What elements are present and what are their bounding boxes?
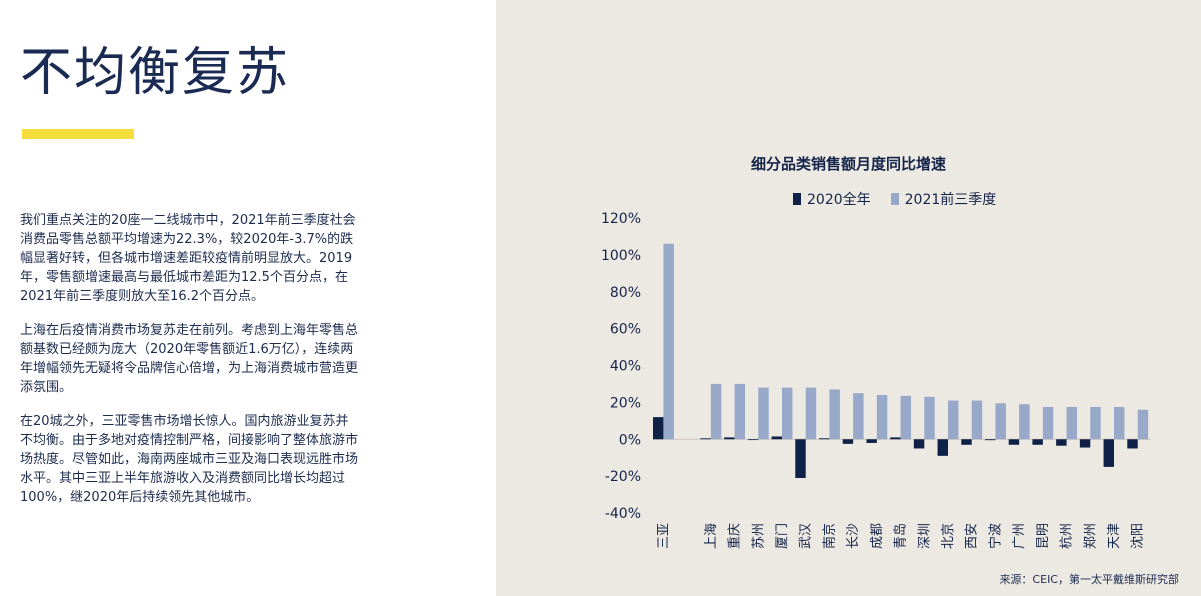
bar-2021-4 (782, 387, 793, 440)
y-tick-label: 80% (610, 285, 641, 301)
legend-swatch-2020 (793, 193, 801, 205)
bar-2021-14 (1019, 404, 1030, 440)
legend-item-2020: 2020全年 (793, 189, 871, 209)
x-tick-label: 沈阳 (1131, 523, 1146, 549)
page-title: 不均衡复苏 (20, 43, 291, 103)
x-tick-label: 郑州 (1083, 523, 1098, 549)
y-tick-label: 20% (610, 395, 641, 411)
y-tick-label: 40% (610, 359, 641, 375)
bar-2021-16 (1066, 406, 1078, 440)
x-tick-label: 上海 (704, 523, 719, 549)
bar-2021-8 (876, 395, 888, 440)
y-tick-label: -20% (605, 469, 641, 485)
bar-2021-1 (710, 383, 722, 440)
bar-2020-4 (771, 436, 783, 440)
x-tick-label: 青岛 (893, 523, 909, 549)
paragraph: 我们重点关注的20座一二线城市中，2021年前三季度社会消费品零售总额平均增速为… (20, 213, 356, 304)
x-tick-label: 南京 (821, 523, 837, 549)
x-tick-label: 广州 (1012, 523, 1027, 549)
bar-2021-5 (805, 387, 817, 440)
x-tick-label: 成都 (870, 523, 885, 549)
x-tick-label: 武汉 (799, 523, 814, 549)
bar-2021-15 (1042, 406, 1054, 440)
bar-2020-11 (937, 439, 949, 456)
bar-2020-12 (961, 439, 972, 445)
paragraph: 在20城之外，三亚零售市场增长惊人。国内旅游业复苏并不均衡。由于多地对疫情控制严… (20, 414, 359, 505)
legend-label-2021: 2021前三季度 (904, 192, 997, 208)
title-accent-bar (22, 129, 134, 139)
x-tick-label: 天津 (1107, 523, 1122, 549)
bar-2021-3 (758, 387, 769, 440)
bar-2021-19 (1137, 409, 1149, 440)
bar-2021-9 (900, 395, 912, 440)
bar-2020-19 (1127, 439, 1138, 449)
chart-title: 细分品类销售额月度同比增速 (750, 155, 946, 173)
bar-2020-14 (1008, 439, 1020, 445)
x-tick-label: 重庆 (727, 523, 743, 549)
bar-2020-0 (653, 417, 664, 440)
legend-label-2020: 2020全年 (807, 192, 871, 208)
x-tick-label: 苏州 (750, 523, 766, 549)
bar-chart: 120% 100% 80% 60% 40% 20% 0% -20% -40% 三亚 上海 重庆 苏州 厦门… (601, 211, 1151, 549)
bar-2021-11 (948, 400, 959, 440)
x-tick-label: 北京 (941, 523, 956, 549)
bar-2021-6 (829, 389, 840, 440)
x-tick-label: 杭州 (1060, 523, 1075, 549)
bar-2020-8 (866, 439, 877, 443)
bar-2021-18 (1114, 406, 1125, 440)
bar-2020-1 (700, 438, 711, 440)
bar-2020-17 (1079, 439, 1091, 448)
bar-2021-10 (924, 396, 935, 440)
y-tick-label: 0% (619, 432, 641, 448)
x-tick-label: 昆明 (1036, 523, 1051, 549)
bar-2021-0 (663, 243, 674, 440)
paragraph: 上海在后疫情消费市场复苏走在前列。考虑到上海年零售总额基数已经颇为庞大（2020… (20, 323, 359, 395)
bar-2021-2 (734, 383, 746, 440)
legend-swatch-2021 (890, 193, 899, 205)
x-tick-label: 三亚 (656, 523, 671, 549)
chart-legend: 2020全年 2021前三季度 (793, 189, 1016, 209)
bar-2020-5 (795, 439, 806, 478)
y-tick-label: 120% (601, 211, 641, 227)
body-text: 我们重点关注的20座一二线城市中，2021年前三季度社会消费品零售总额平均增速为… (20, 211, 360, 522)
bar-2020-2 (724, 437, 735, 440)
y-tick-label: 60% (610, 322, 641, 338)
bar-2020-9 (890, 437, 901, 440)
bar-2020-3 (747, 439, 759, 441)
source-note: 来源：CEIC，第一太平戴维斯研究部 (999, 573, 1179, 586)
bar-2020-6 (819, 438, 830, 440)
bar-2021-12 (971, 400, 983, 440)
x-tick-label: 深圳 (917, 523, 932, 549)
bar-2020-13 (985, 439, 996, 441)
bar-2021-13 (995, 403, 1006, 440)
bar-2021-7 (853, 393, 864, 440)
bar-2020-16 (1056, 439, 1067, 446)
y-tick-label: -40% (605, 506, 641, 522)
bar-2020-15 (1032, 439, 1043, 445)
x-tick-label: 长沙 (846, 523, 861, 549)
bar-2020-10 (913, 439, 925, 449)
x-tick-label: 西安 (965, 523, 980, 549)
legend-item-2021: 2021前三季度 (890, 189, 997, 209)
chart-panel: 细分品类销售额月度同比增速 2020全年 2021前三季度 120% 100% 80… (496, 0, 1201, 596)
bar-2021-17 (1090, 406, 1101, 440)
x-tick-label: 厦门 (775, 523, 790, 549)
y-tick-label: 100% (601, 248, 641, 264)
text-panel: 不均衡复苏 我们重点关注的20座一二线城市中，2021年前三季度社会消费品零售总… (0, 0, 496, 596)
bar-2020-7 (842, 439, 854, 444)
x-tick-label: 宁波 (987, 523, 1003, 549)
bar-2020-18 (1103, 439, 1115, 467)
